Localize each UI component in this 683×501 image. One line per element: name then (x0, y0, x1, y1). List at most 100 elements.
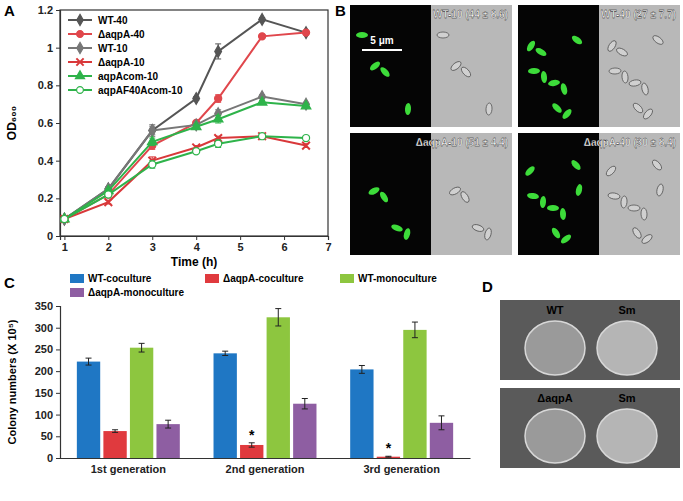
axis: 1st generation2nd generation3rd generati… (61, 459, 471, 475)
cell (524, 165, 537, 178)
marker (61, 215, 69, 223)
cell (459, 190, 470, 203)
tile-label: WT-10 (44 ± 8.6) (433, 9, 508, 20)
cell (560, 82, 569, 95)
marker (259, 14, 266, 26)
marker (191, 121, 201, 129)
tick-label: 2nd generation (226, 463, 305, 475)
bar (377, 457, 400, 458)
error-bar (438, 416, 444, 430)
error-bar (215, 140, 221, 148)
image-tile: ΔaqpA-40 (30 ± 8.4) (518, 133, 680, 255)
legend-label: WT-40 (98, 15, 128, 26)
marker (259, 33, 266, 40)
tick-mark (56, 436, 60, 437)
cell (390, 223, 403, 233)
cell (641, 82, 650, 95)
cell (620, 196, 627, 208)
cell (378, 190, 389, 203)
cell (656, 183, 665, 196)
y-axis-title: OD₆₀₀ (5, 106, 19, 140)
tick: 1 (62, 236, 68, 253)
image-tile: WT-40 (27 ± 7.7) (518, 5, 680, 127)
cell (379, 66, 392, 79)
tick-mark (56, 123, 60, 124)
tick: 0.6 (38, 117, 60, 129)
tick-mark (56, 85, 60, 86)
fluorescence-image (350, 133, 431, 255)
marker (149, 125, 156, 137)
error-bar (86, 358, 92, 365)
tick: 7 (325, 236, 331, 253)
y-axis-title: Colony numbers (X 10⁵) (6, 319, 18, 444)
image-tile: ΔaqpA-10 (51 ± 4.4) (350, 133, 512, 255)
axis-line (61, 237, 329, 241)
marker (302, 29, 309, 36)
line (64, 136, 306, 219)
cell (605, 165, 618, 178)
cell (570, 159, 582, 172)
cell (550, 226, 562, 239)
legend-swatch (205, 274, 219, 283)
tick: 0 (47, 452, 60, 464)
cell (641, 208, 648, 220)
panel-label: A (4, 2, 15, 19)
figure: A123456700.20.40.60.811.2Time (h)OD₆₀₀WT… (0, 0, 683, 501)
tick-mark (56, 198, 60, 199)
colony (525, 409, 585, 463)
cell (448, 186, 461, 197)
tick-mark (152, 236, 153, 240)
legend-marker (77, 42, 83, 53)
cell (559, 233, 572, 245)
dic-image (431, 5, 512, 127)
tick: 3rd generation (363, 463, 440, 475)
legend-label: ΔaqpA-coculture (223, 273, 304, 284)
cell (368, 60, 381, 72)
dic-image (431, 133, 512, 255)
cell (642, 108, 654, 121)
cell (640, 233, 653, 245)
tick-label: 250 (35, 343, 53, 355)
tick: 3 (150, 236, 156, 253)
cell (570, 34, 583, 46)
error-bar (215, 44, 221, 59)
cell (628, 205, 640, 211)
tick: 200 (35, 365, 60, 377)
cell (367, 186, 380, 197)
cell (528, 68, 540, 74)
tick: 2nd generation (226, 463, 305, 475)
tile-label: ΔaqpA-40 (30 ± 8.4) (584, 137, 676, 148)
error-bar (165, 420, 171, 428)
legend-label: ΔaqpA-10 (98, 57, 145, 68)
tick-label: 0.8 (38, 79, 53, 91)
legend-item: WT-monoculture (340, 273, 437, 284)
axis: 00.20.40.60.811.2 (38, 4, 61, 242)
cell (356, 32, 368, 38)
tile-label: ΔaqpA-10 (51 ± 4.4) (416, 137, 508, 148)
series (61, 132, 310, 223)
cell (561, 108, 573, 121)
legend-marker (76, 58, 83, 65)
tick-mark (108, 236, 109, 240)
tick: 250 (35, 343, 60, 355)
tick-label: 0.6 (38, 117, 53, 129)
tick-mark (56, 349, 60, 350)
cell (486, 103, 493, 115)
plot-area (77, 309, 453, 458)
cell (548, 79, 561, 87)
cell (609, 68, 621, 74)
plate-image: WTSm (500, 300, 680, 380)
cell (631, 226, 643, 239)
line (64, 97, 306, 219)
cell (403, 227, 412, 240)
series (77, 351, 374, 458)
line (64, 33, 306, 219)
marker (60, 214, 69, 222)
fluorescence-image (518, 133, 599, 255)
marker (61, 215, 68, 222)
cell (437, 32, 449, 38)
tick-label: 0 (47, 452, 53, 464)
tick-mark (56, 328, 60, 329)
image-label: ΔaqpA (537, 392, 572, 404)
legend: WT-cocultureΔaqpA-cocultureWT-monocultur… (70, 273, 437, 298)
